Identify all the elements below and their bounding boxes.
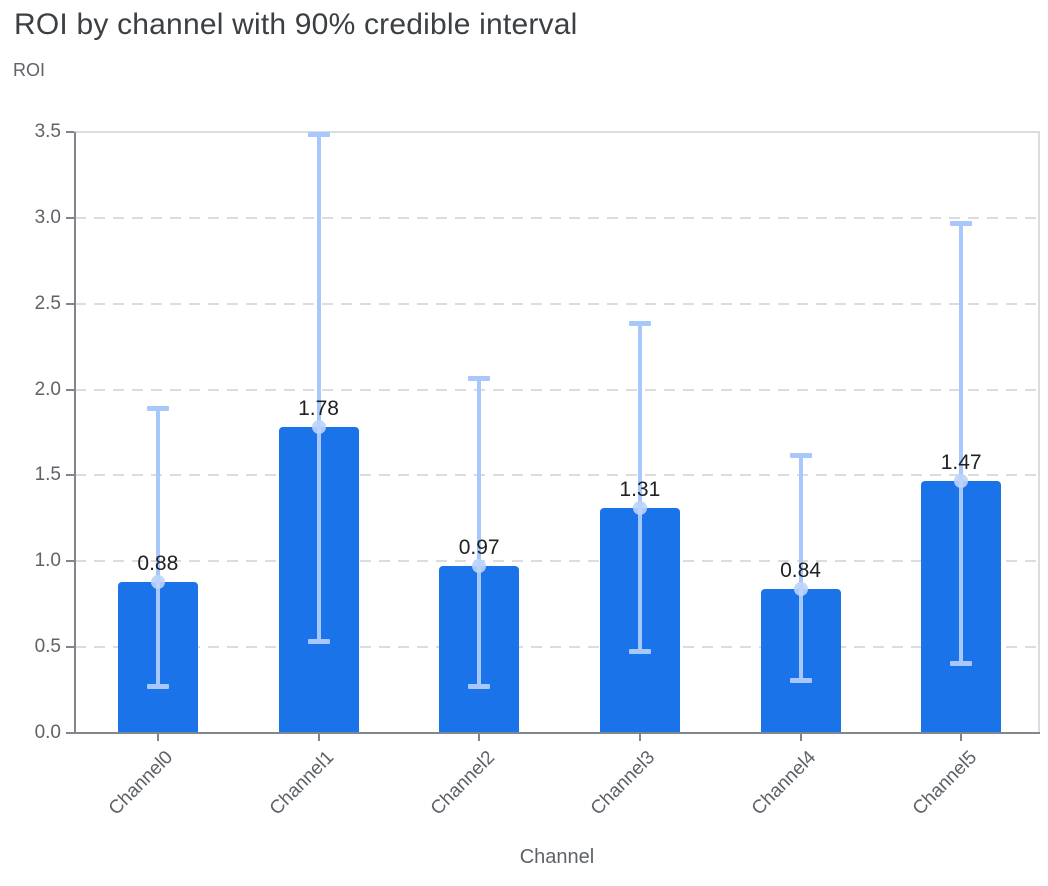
x-tick-label: Channel2 [426,747,500,820]
error-bar-line [155,408,160,687]
error-bar-cap-bottom [146,683,169,689]
y-axis-tick [66,474,74,477]
y-axis-tick [66,732,74,734]
mean-marker [150,574,165,589]
error-bar-cap-bottom [628,649,651,655]
x-axis-tick [156,733,159,741]
x-tick-label: Channel5 [908,747,982,820]
x-axis-tick [799,733,802,741]
gridline [75,646,1039,649]
y-axis-tick [66,560,74,563]
x-tick-label: Channel0 [105,747,178,820]
plot-top-border [74,131,1040,133]
y-axis-tick [66,216,74,219]
gridline [75,560,1039,563]
x-tick-label: Channel1 [265,747,339,820]
y-axis-tick [66,646,74,649]
y-axis-line [74,132,76,733]
gridline [75,216,1039,219]
x-axis-tick [317,733,320,741]
bar-value-label: 1.47 [940,450,982,474]
gridline [75,302,1039,305]
chart-title: ROI by channel with 90% credible interva… [14,8,578,41]
bar-value-label: 0.84 [780,558,821,582]
gridline [75,388,1039,391]
mean-marker [793,581,808,596]
error-bar-line [477,377,482,687]
y-tick-label: 1.5 [34,464,61,486]
y-tick-label: 3.0 [34,206,61,228]
y-axis-tick [66,131,74,133]
error-bar-cap-top [628,320,651,326]
error-bar-line [316,133,321,642]
error-bar-line [637,322,642,653]
bar-value-label: 1.78 [298,397,339,421]
y-tick-label: 0.5 [34,636,61,658]
y-tick-label: 2.5 [34,292,61,314]
bar-value-label: 0.88 [137,551,179,575]
gridline [75,474,1039,477]
mean-marker [472,559,487,574]
bar-value-label: 0.97 [458,536,500,560]
x-axis-title: Channel [519,846,595,868]
error-bar-cap-top [146,406,169,412]
error-bar-cap-top [789,452,812,458]
y-tick-label: 2.0 [34,378,61,400]
error-bar-cap-bottom [950,661,973,667]
error-bar-cap-top [468,375,491,381]
y-tick-label: 1.0 [34,550,61,572]
error-bar-cap-bottom [307,638,330,644]
plot-area: 0.0 0.5 1.0 1.5 2.0 2.5 3.0 3.5 0.88 Channel0 1.78… [35,121,1040,819]
x-tick-label: Channel4 [747,747,821,820]
x-axis-tick [478,733,481,741]
error-bar-cap-bottom [468,683,491,689]
error-bar-line [959,223,964,665]
error-bar-cap-top [950,221,973,226]
error-bar-line [798,454,803,682]
x-tick-label: Channel3 [587,747,660,820]
plot-right-border [1038,131,1040,734]
y-tick-label: 3.5 [34,121,61,142]
y-axis-tick [66,388,74,391]
bar-value-label: 1.31 [619,478,661,502]
x-axis-tick [638,733,641,741]
error-bar-cap-top [307,131,330,137]
mean-marker [311,420,326,435]
x-axis-line [74,732,1040,734]
error-bar-cap-bottom [789,678,812,684]
y-axis-title: ROI [13,60,46,80]
y-tick-label: 0.0 [34,722,61,743]
x-axis-tick [960,733,963,741]
y-axis-tick [66,302,74,305]
mean-marker [632,501,647,516]
mean-marker [954,473,969,488]
